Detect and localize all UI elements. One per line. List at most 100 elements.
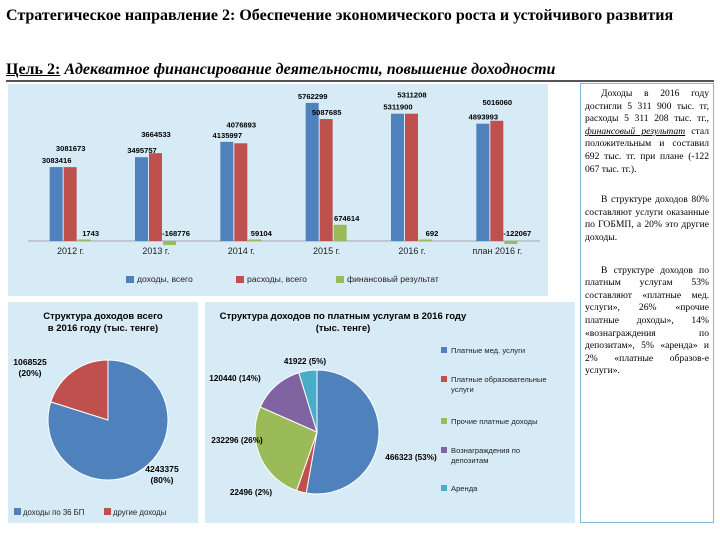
- bar-income-3: [305, 102, 319, 241]
- bar-result-0: [77, 239, 91, 241]
- pie-total-panel: Структура доходов всего в 2016 году (тыс.…: [8, 302, 198, 523]
- bar-category-label: 2015 г.: [313, 246, 340, 256]
- pie1-slice-0: [47, 359, 169, 481]
- legend-label: Платные мед. услуги: [451, 346, 525, 355]
- goal-label: Цель 2:: [6, 61, 61, 78]
- summary-structure-paragraph: В структуре доходов 80% составляют услуг…: [585, 194, 709, 243]
- bar-category-label: 2013 г.: [142, 246, 169, 256]
- legend-label: Платные образовательные: [451, 375, 547, 384]
- bar-income-4: [391, 113, 404, 241]
- legend-swatch: [14, 508, 21, 515]
- financial-result-term: финансовый результат: [585, 125, 686, 137]
- legend-swatch: [126, 276, 134, 283]
- pie1-label-0: 4243375: [145, 464, 179, 474]
- pie1-slice-1: [50, 359, 109, 421]
- bar-income-5: [476, 123, 490, 241]
- legend-label-cont: депозитам: [451, 456, 488, 465]
- goal-heading: Цель 2: Адекватное финансирование деятел…: [6, 60, 714, 80]
- bar-result-4: [419, 239, 432, 241]
- legend-label: доходы, всего: [137, 274, 193, 284]
- pie1-label-1: 1068525: [13, 357, 47, 367]
- bar-label-1-0: 3081673: [56, 144, 86, 153]
- pie2-title-line2: (тыс. тенге): [316, 323, 371, 334]
- bar-income-1: [135, 157, 148, 241]
- bar-result-3: [333, 224, 347, 241]
- legend-swatch: [441, 485, 447, 491]
- bar-chart: 3083416 3081673 1743 2012 г. 3495757 3664533 -…: [28, 91, 540, 284]
- bar-label-2-5: -122067: [503, 229, 531, 238]
- pie-chart-paid-services: Структура доходов по платным услугам в 2…: [209, 311, 547, 497]
- legend-label: Аренда: [451, 484, 478, 493]
- legend-label-cont: услуги: [451, 385, 474, 394]
- summary-income-text: Доходы в 2016 году достигли 5 311 900 ты…: [585, 88, 709, 125]
- pie2-slice-0: [305, 369, 380, 495]
- legend-swatch: [441, 376, 447, 382]
- bar-label-0-5: 4893993: [469, 113, 499, 122]
- goal-text: Адекватное финансирование деятельности, …: [60, 61, 556, 78]
- pie1-label-0b: (80%): [151, 475, 174, 485]
- bar-expense-5: [490, 120, 504, 241]
- bar-category-label: 2014 г.: [228, 246, 255, 256]
- bar-expense-4: [405, 113, 418, 241]
- bar-label-0-0: 3083416: [42, 156, 72, 165]
- bar-label-0-4: 5311900: [383, 103, 412, 112]
- bar-label-1-5: 5016060: [483, 98, 513, 107]
- bar-income-0: [49, 167, 63, 241]
- bar-category-label: 2016 г.: [398, 246, 425, 256]
- page-title: Стратегическое направление 2: Обеспечени…: [6, 7, 674, 24]
- legend-label: расходы, всего: [247, 274, 307, 284]
- legend-swatch: [441, 418, 447, 424]
- bar-label-2-3: 674614: [334, 214, 360, 223]
- bar-expense-0: [63, 167, 77, 241]
- pie2-label-1: 22496 (2%): [230, 488, 273, 497]
- pie-paid-panel: Структура доходов по платным услугам в 2…: [205, 302, 575, 523]
- pie2-label-3: 120440 (14%): [209, 374, 261, 383]
- summary-sidebar: Доходы в 2016 году достигли 5 311 900 ты…: [580, 83, 714, 523]
- legend-swatch: [441, 347, 447, 353]
- bar-label-2-1: -168776: [162, 229, 190, 238]
- legend-swatch: [441, 447, 447, 453]
- pie2-slice-4: [298, 369, 318, 433]
- bar-label-2-0: 1743: [82, 229, 99, 238]
- pie2-slice-2: [254, 406, 318, 492]
- summary-result-text: стал положительным и составил 692 тыс. т…: [585, 125, 709, 175]
- legend-label: другие доходы: [113, 508, 167, 517]
- pie1-label-1b: (20%): [19, 368, 42, 378]
- pie2-label-0: 466323 (53%): [385, 453, 437, 462]
- bar-label-0-2: 4135997: [213, 131, 243, 140]
- summary-paid-paragraph: В структуре доходов по платным услугам 5…: [585, 264, 709, 377]
- bar-label-2-4: 692: [426, 229, 439, 238]
- bar-label-1-3: 5087685: [312, 108, 342, 117]
- bar-result-1: [163, 241, 176, 246]
- legend-swatch: [236, 276, 244, 283]
- bar-expense-1: [149, 153, 162, 241]
- bar-income-2: [220, 141, 234, 241]
- legend-swatch: [104, 508, 111, 515]
- bar-label-1-2: 4076893: [227, 120, 257, 129]
- summary-income-paragraph: Доходы в 2016 году достигли 5 311 900 ты…: [585, 88, 709, 176]
- pie2-title-line1: Структура доходов по платным услугам в 2…: [220, 311, 467, 322]
- bar-expense-3: [319, 119, 333, 241]
- legend-swatch: [336, 276, 344, 283]
- pie1-title-line1: Структура доходов всего: [43, 311, 163, 322]
- bar-chart-panel: 3083416 3081673 1743 2012 г. 3495757 3664533 -…: [8, 84, 548, 296]
- pie2-label-2: 232296 (26%): [211, 436, 263, 445]
- bar-label-1-4: 5311208: [397, 91, 426, 100]
- bar-category-label: план 2016 г.: [472, 246, 522, 256]
- legend-label: Прочие платные доходы: [451, 417, 538, 426]
- pie2-label-4: 41922 (5%): [284, 357, 327, 366]
- legend-label: доходы по 36 БП: [23, 508, 84, 517]
- pie1-title-line2: в 2016 году (тыс. тенге): [48, 323, 158, 334]
- bar-category-label: 2012 г.: [57, 246, 84, 256]
- title-divider: [6, 80, 714, 82]
- bar-result-2: [248, 239, 262, 241]
- legend-label: финансовый результат: [347, 274, 439, 284]
- bar-label-1-1: 3664533: [141, 130, 171, 139]
- legend-label: Вознаграждения по: [451, 446, 520, 455]
- bar-label-2-2: 59104: [251, 229, 273, 238]
- bar-label-0-3: 5762299: [298, 92, 328, 101]
- bar-expense-2: [234, 143, 248, 241]
- bar-label-0-1: 3495757: [127, 146, 157, 155]
- bar-result-5: [504, 241, 518, 244]
